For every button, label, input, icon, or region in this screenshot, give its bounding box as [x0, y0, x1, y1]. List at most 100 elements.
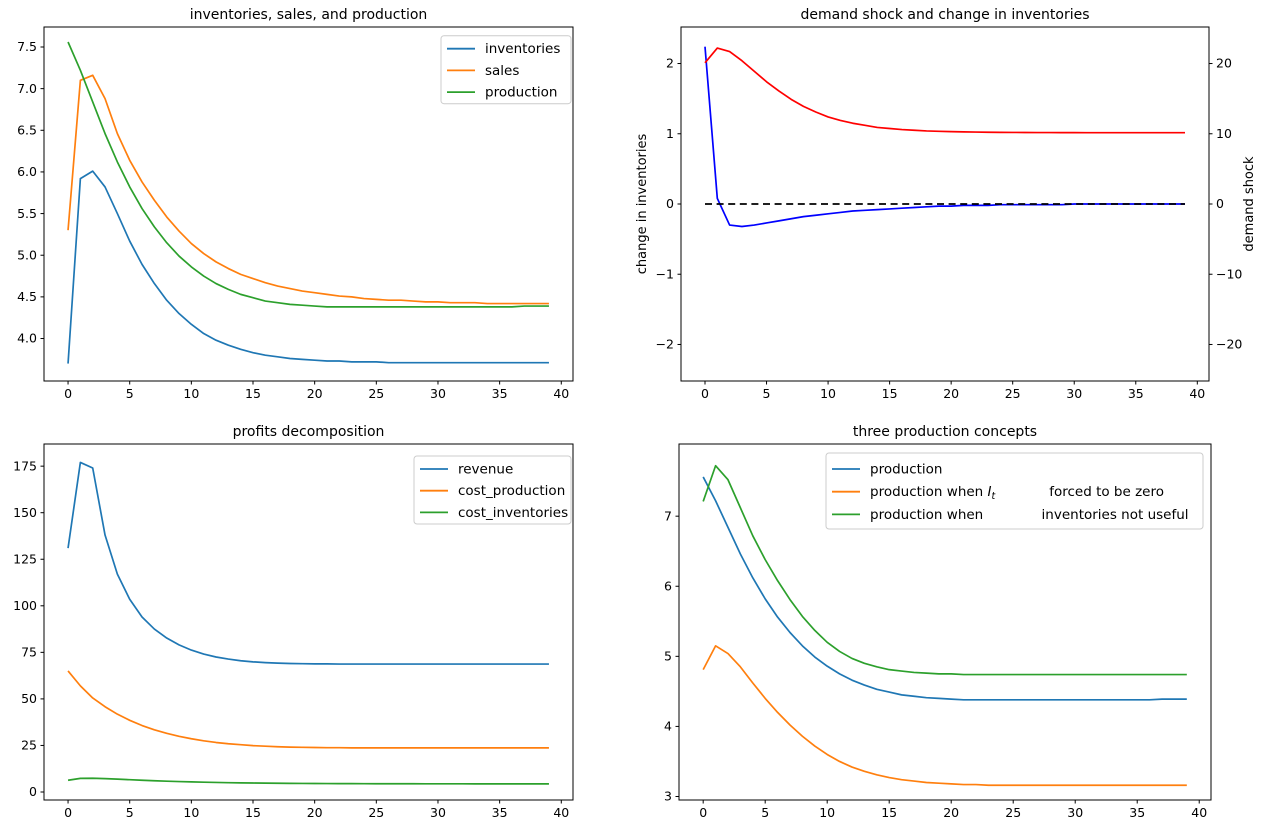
- y-tick-label: −1: [656, 266, 674, 281]
- series-production-when-It-forced-to-be-zero: [702, 644, 1187, 787]
- x-tick-label: 35: [1128, 386, 1144, 401]
- legend-label: production: [870, 462, 943, 478]
- y-tick-label: 150: [13, 505, 37, 520]
- legend-label: production when It forced to be zero: [870, 484, 1164, 502]
- ylabel-right: demand shock: [1242, 156, 1257, 252]
- chart-title: demand shock and change in inventories: [800, 7, 1089, 23]
- y-tick-label: 6.5: [17, 122, 37, 137]
- x-tick-label: 40: [1191, 805, 1207, 820]
- x-tick-label: 0: [64, 386, 72, 401]
- x-tick-label: 20: [307, 386, 323, 401]
- x-tick-label: 0: [701, 386, 709, 401]
- y-tick-label: 5: [664, 649, 672, 664]
- series-cost_production: [67, 670, 549, 749]
- y-tick-label: 4.0: [17, 331, 37, 346]
- y-tick-label: −2: [656, 337, 674, 352]
- y-tick-label: 0: [29, 784, 37, 799]
- x-tick-label: 25: [1005, 386, 1021, 401]
- legend-box: [440, 35, 572, 105]
- x-tick-label: 20: [307, 805, 323, 820]
- series-inventories: [67, 170, 549, 364]
- x-tick-label: 5: [761, 805, 769, 820]
- chart-title: inventories, sales, and production: [190, 7, 428, 23]
- legend-box: [825, 452, 1204, 530]
- series-production: [702, 476, 1187, 701]
- x-tick-label: 15: [881, 805, 897, 820]
- y-tick-label: 175: [13, 458, 37, 473]
- x-tick-label: 20: [943, 386, 959, 401]
- y-tick-right-label: 20: [1216, 56, 1232, 71]
- x-tick-label: 5: [126, 386, 134, 401]
- series-cost_inventories: [67, 777, 549, 785]
- series-production: [67, 41, 549, 308]
- series-demand-shock: [704, 47, 1185, 134]
- x-tick-label: 35: [492, 805, 508, 820]
- axes-frame: [43, 443, 574, 801]
- x-tick-label: 5: [763, 386, 771, 401]
- legend-label: revenue: [458, 462, 513, 478]
- y-tick-label: 7.0: [17, 81, 37, 96]
- y-tick-label: 5.5: [17, 206, 37, 221]
- y-tick-label: 6.0: [17, 164, 37, 179]
- series-revenue: [67, 461, 549, 665]
- ylabel-left: change in inventories: [635, 134, 650, 275]
- y-tick-label: 7.5: [17, 39, 37, 54]
- x-tick-label: 25: [1005, 805, 1021, 820]
- y-tick-label: 7: [664, 508, 672, 523]
- x-tick-label: 20: [943, 805, 959, 820]
- chart-demand-shock-change-in-inventories: 0 5 10 15 20 25 30 35 40−2−1012−20−1001020demand…: [635, 7, 1257, 401]
- x-tick-label: 10: [819, 805, 835, 820]
- legend-label: production: [485, 85, 558, 101]
- x-tick-label: 30: [430, 386, 446, 401]
- x-tick-label: 25: [368, 386, 384, 401]
- y-tick-label: 125: [13, 551, 37, 566]
- legend-box: [413, 455, 572, 525]
- x-tick-label: 0: [64, 805, 72, 820]
- y-tick-label: 100: [13, 598, 37, 613]
- y-tick-label: 2: [666, 56, 674, 71]
- y-tick-label: 6: [664, 578, 672, 593]
- legend: inventories sales production: [440, 35, 572, 105]
- x-tick-label: 40: [1189, 386, 1205, 401]
- y-tick-label: 0: [666, 196, 674, 211]
- chart-inventories-sales-production: 0 5 10 15 20 25 30 35 40 4.0 4.5 5.0 5.5 6.0 6.5 7.0 7.5…: [17, 7, 574, 401]
- y-tick-label: 5.0: [17, 247, 37, 262]
- y-tick-right-label: −20: [1216, 337, 1242, 352]
- x-tick-label: 25: [368, 805, 384, 820]
- y-tick-label: 3: [664, 789, 672, 804]
- legend-label: inventories: [485, 41, 560, 57]
- x-tick-label: 15: [245, 805, 261, 820]
- y-tick-label: 50: [21, 691, 37, 706]
- y-tick-label: 1: [666, 126, 674, 141]
- chart-three-production-concepts: 0 5 10 15 20 25 30 35 40 3 4 5 6 7 three production co…: [664, 424, 1212, 820]
- x-tick-label: 10: [183, 386, 199, 401]
- y-tick-right-label: −10: [1216, 266, 1242, 281]
- x-tick-label: 30: [1067, 805, 1083, 820]
- x-tick-label: 5: [126, 805, 134, 820]
- x-tick-label: 15: [245, 386, 261, 401]
- y-tick-label: 4: [664, 719, 672, 734]
- x-tick-label: 35: [1129, 805, 1145, 820]
- legend: production production when It forced to b…: [825, 452, 1204, 530]
- x-tick-label: 35: [492, 386, 508, 401]
- x-tick-label: 40: [553, 805, 569, 820]
- x-tick-label: 40: [553, 386, 569, 401]
- x-tick-label: 0: [699, 805, 707, 820]
- chart-title: profits decomposition: [233, 424, 385, 440]
- x-tick-label: 30: [1066, 386, 1082, 401]
- y-tick-right-label: 10: [1216, 126, 1232, 141]
- x-tick-label: 10: [820, 386, 836, 401]
- legend-label: sales: [485, 63, 519, 79]
- chart-title: three production concepts: [853, 424, 1037, 440]
- axes-frame: [678, 443, 1212, 801]
- legend-label: cost_production: [458, 483, 565, 499]
- chart-profits-decomposition: 0 5 10 15 20 25 30 35 40 0 25 50 75 100 125 150 175 profi…: [13, 424, 574, 820]
- x-tick-label: 15: [882, 386, 898, 401]
- y-tick-label: 75: [21, 645, 37, 660]
- legend-label: production when inventories not useful: [870, 507, 1189, 523]
- legend-label: cost_inventories: [458, 505, 568, 521]
- x-tick-label: 10: [183, 805, 199, 820]
- legend: revenue cost_production cost_inventories: [413, 455, 572, 525]
